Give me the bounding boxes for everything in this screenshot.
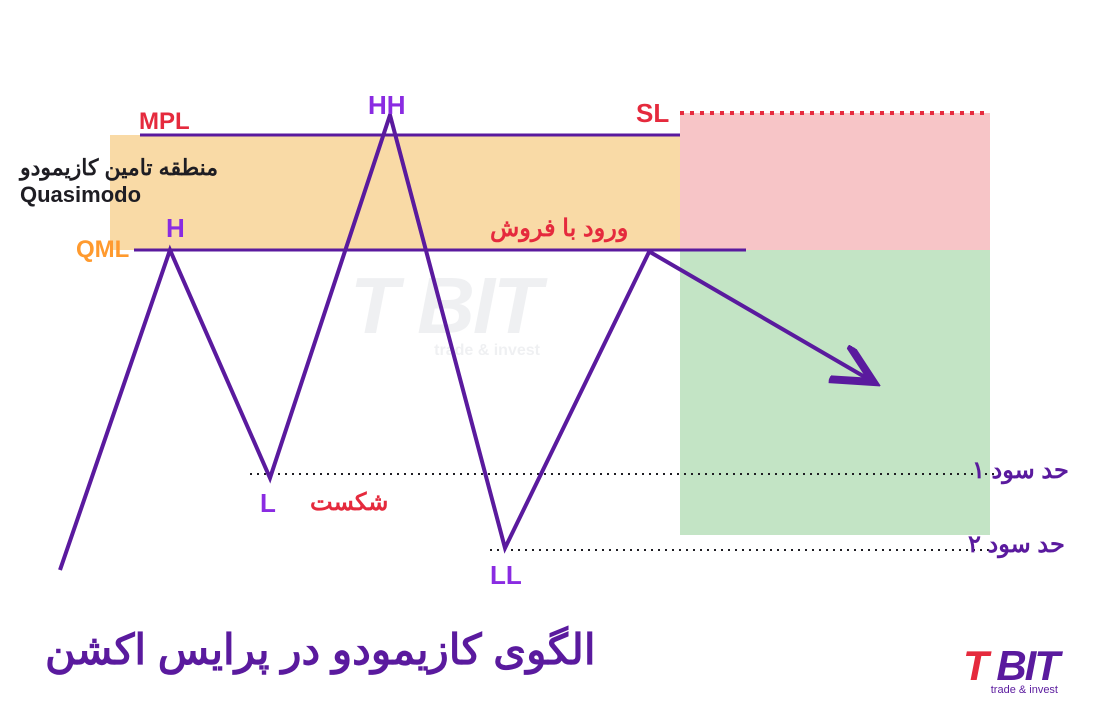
label-supply-fa: منطقه تامین کازیمودو bbox=[20, 155, 218, 181]
label-entry: ورود با فروش bbox=[490, 214, 628, 243]
label-l: L bbox=[260, 488, 276, 519]
label-tp2: حد سود ۲ bbox=[968, 530, 1065, 559]
label-tp1: حد سود ۱ bbox=[972, 456, 1069, 485]
label-hh: HH bbox=[368, 90, 406, 121]
label-sl: SL bbox=[636, 98, 669, 129]
label-mpl: MPL bbox=[139, 108, 190, 136]
label-supply-en: Quasimodo bbox=[20, 182, 141, 208]
diagram-title: الگوی کازیمودو در پرایس اکشن bbox=[45, 625, 596, 674]
label-qml: QML bbox=[76, 236, 129, 264]
sell-arrow bbox=[650, 252, 870, 380]
brand-logo: T BIT trade & invest bbox=[963, 642, 1058, 696]
label-ll: LL bbox=[490, 560, 522, 591]
label-break: شکست bbox=[310, 488, 388, 517]
label-h: H bbox=[166, 213, 185, 244]
